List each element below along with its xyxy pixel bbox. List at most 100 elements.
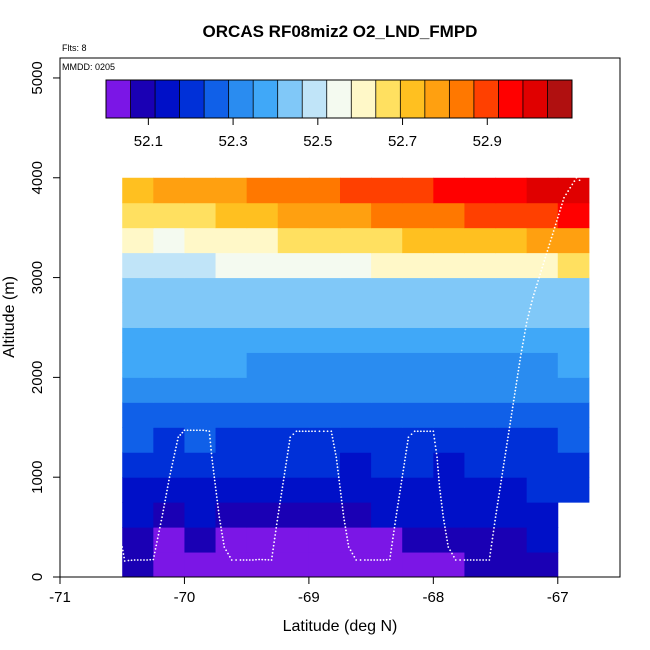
flight-track-point (516, 376, 519, 379)
flight-track-point (152, 558, 155, 561)
flight-track-point (491, 541, 493, 544)
heatmap-cell (495, 377, 528, 403)
heatmap-cell (495, 252, 528, 279)
heatmap-cell (371, 402, 403, 428)
y-tick-label: 5000 (29, 61, 46, 94)
heatmap-cell (246, 227, 279, 254)
heatmap-cell (308, 252, 341, 279)
flight-track-point (278, 502, 281, 505)
flight-track-point (149, 558, 152, 561)
flight-track-point (524, 328, 527, 331)
flight-track-point (472, 559, 475, 561)
heatmap-cell (215, 252, 248, 279)
heatmap-cell (122, 402, 154, 428)
flight-track-point (177, 436, 180, 439)
heatmap-cell (153, 352, 185, 378)
heatmap-cell (464, 527, 497, 553)
heatmap-cell (557, 227, 590, 254)
heatmap-cell (277, 252, 310, 279)
heatmap-cell (122, 177, 154, 204)
heatmap-cell (184, 327, 217, 353)
flight-track-point (376, 559, 379, 561)
flight-track-point (176, 439, 179, 442)
heatmap-cell (153, 277, 185, 304)
heatmap-cell (464, 177, 497, 204)
flight-track-point (547, 246, 550, 249)
flight-track-point (446, 542, 449, 545)
flight-track-point (489, 551, 492, 554)
heatmap-cell (153, 302, 185, 328)
flight-track-point (390, 544, 393, 547)
flight-track-point (156, 540, 158, 543)
flight-track-point (261, 558, 264, 561)
flight-track-point (370, 559, 373, 561)
heatmap-cell (122, 227, 154, 254)
flight-track-point (442, 519, 445, 522)
flight-track-point (393, 526, 396, 529)
flight-track-point (445, 532, 447, 535)
plot-frame (59, 57, 621, 578)
heatmap-cell (371, 452, 403, 478)
flight-track-point (557, 213, 560, 216)
flight-track-point (218, 516, 221, 519)
heatmap-cell (464, 502, 497, 528)
heatmap-cell (153, 227, 185, 254)
flight-track-point (123, 560, 126, 562)
colorbar-swatch (228, 80, 254, 118)
flight-track-point (516, 373, 519, 375)
flight-track-point (165, 492, 168, 495)
heatmap-cell (153, 327, 185, 353)
flight-track-point (528, 310, 531, 313)
flight-track-point (332, 443, 335, 446)
flight-track-point (436, 466, 439, 469)
flight-track-point (163, 506, 165, 509)
heatmap-cell (402, 502, 434, 528)
heatmap-cell (215, 452, 248, 478)
flight-track-point (385, 558, 388, 561)
flight-track-point (283, 476, 285, 479)
heatmap-cell (371, 302, 403, 328)
flight-track-point (170, 466, 173, 469)
heatmap-cell (557, 452, 590, 478)
heatmap-cell (340, 452, 372, 478)
heatmap-cell (184, 502, 217, 528)
flight-track-point (567, 190, 570, 192)
flight-track-point (307, 430, 310, 433)
flight-track-point (281, 486, 284, 489)
heatmap-cell (526, 202, 559, 229)
heatmap-cell (402, 177, 434, 204)
heatmap-cell (184, 177, 217, 204)
flight-track-point (394, 523, 396, 526)
heatmap-cell (122, 377, 154, 403)
heatmap-cell (557, 302, 590, 328)
heatmap-cell (277, 527, 310, 553)
flight-track-point (439, 492, 442, 495)
flight-track-point (512, 403, 515, 405)
flight-track-point (413, 430, 416, 433)
flight-track-point (267, 559, 270, 561)
colorbar-swatch (375, 80, 401, 118)
y-tick-label: 2000 (29, 361, 46, 394)
flight-track-point (469, 559, 472, 561)
heatmap-cell (340, 177, 372, 204)
flight-track-point (156, 537, 159, 540)
flight-track-point (346, 536, 348, 538)
heatmap-cell (246, 302, 279, 328)
heatmap-cell (557, 252, 590, 279)
heatmap-cell (402, 352, 434, 378)
flight-track-point (345, 529, 347, 532)
heatmap-cell (526, 302, 559, 328)
flight-track-point (166, 486, 169, 489)
heatmap-cell (184, 552, 217, 578)
flight-track-point (454, 559, 457, 561)
heatmap-cell (246, 427, 279, 453)
heatmap-cell (340, 252, 372, 279)
heatmap-cell (340, 277, 372, 304)
heatmap-cell (433, 227, 465, 254)
heatmap-cell (153, 402, 185, 428)
flight-track-point (530, 303, 533, 306)
flight-track-point (295, 430, 298, 433)
heatmap-cell (526, 327, 559, 353)
flight-track-point (399, 489, 402, 492)
flight-track-point (511, 409, 514, 412)
